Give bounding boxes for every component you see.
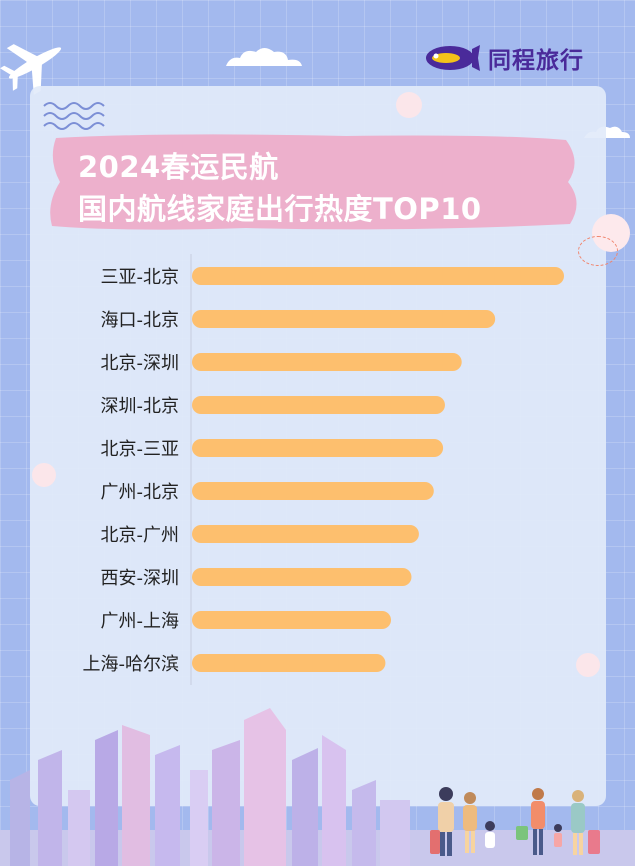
bar-8 [192,611,392,629]
category-label: 北京-三亚 [101,439,180,460]
chart-title: 2024春运民航 国内航线家庭出行热度TOP10 [46,132,584,232]
bar-3 [192,396,445,414]
category-label: 上海-哈尔滨 [83,654,180,675]
brand-name: 同程旅行 [488,48,584,74]
bar-5 [192,482,434,500]
family-travelers-illustration [430,787,600,856]
decor-circle [576,653,600,677]
decor-ring [578,236,618,266]
chart-title-line1: 2024春运民航 [78,150,279,184]
category-label: 广州-北京 [101,482,180,503]
airplane-icon [0,44,62,95]
bar-2 [192,353,462,371]
chart-title-line2: 国内航线家庭出行热度TOP10 [78,192,482,226]
category-label: 北京-广州 [101,525,180,546]
bar-9 [192,654,386,672]
decor-circle [396,92,422,118]
waves-icon [43,102,105,130]
category-label: 深圳-北京 [101,396,180,417]
bar-6 [192,525,419,543]
bar-7 [192,568,412,586]
category-label: 西安-深圳 [101,568,180,589]
city-skyline-illustration [0,708,635,866]
airship-logo-icon [426,45,480,71]
category-label: 北京-深圳 [101,353,180,374]
category-label: 三亚-北京 [101,267,180,288]
brand-logo: 同程旅行 [424,40,584,76]
bar-0 [192,267,564,285]
title-brush-background [50,134,577,230]
bar-1 [192,310,496,328]
cloud-decoration [226,48,302,66]
category-label: 海口-北京 [101,310,180,331]
decor-circle [32,463,56,487]
category-label: 广州-上海 [101,611,180,632]
bar-4 [192,439,444,457]
